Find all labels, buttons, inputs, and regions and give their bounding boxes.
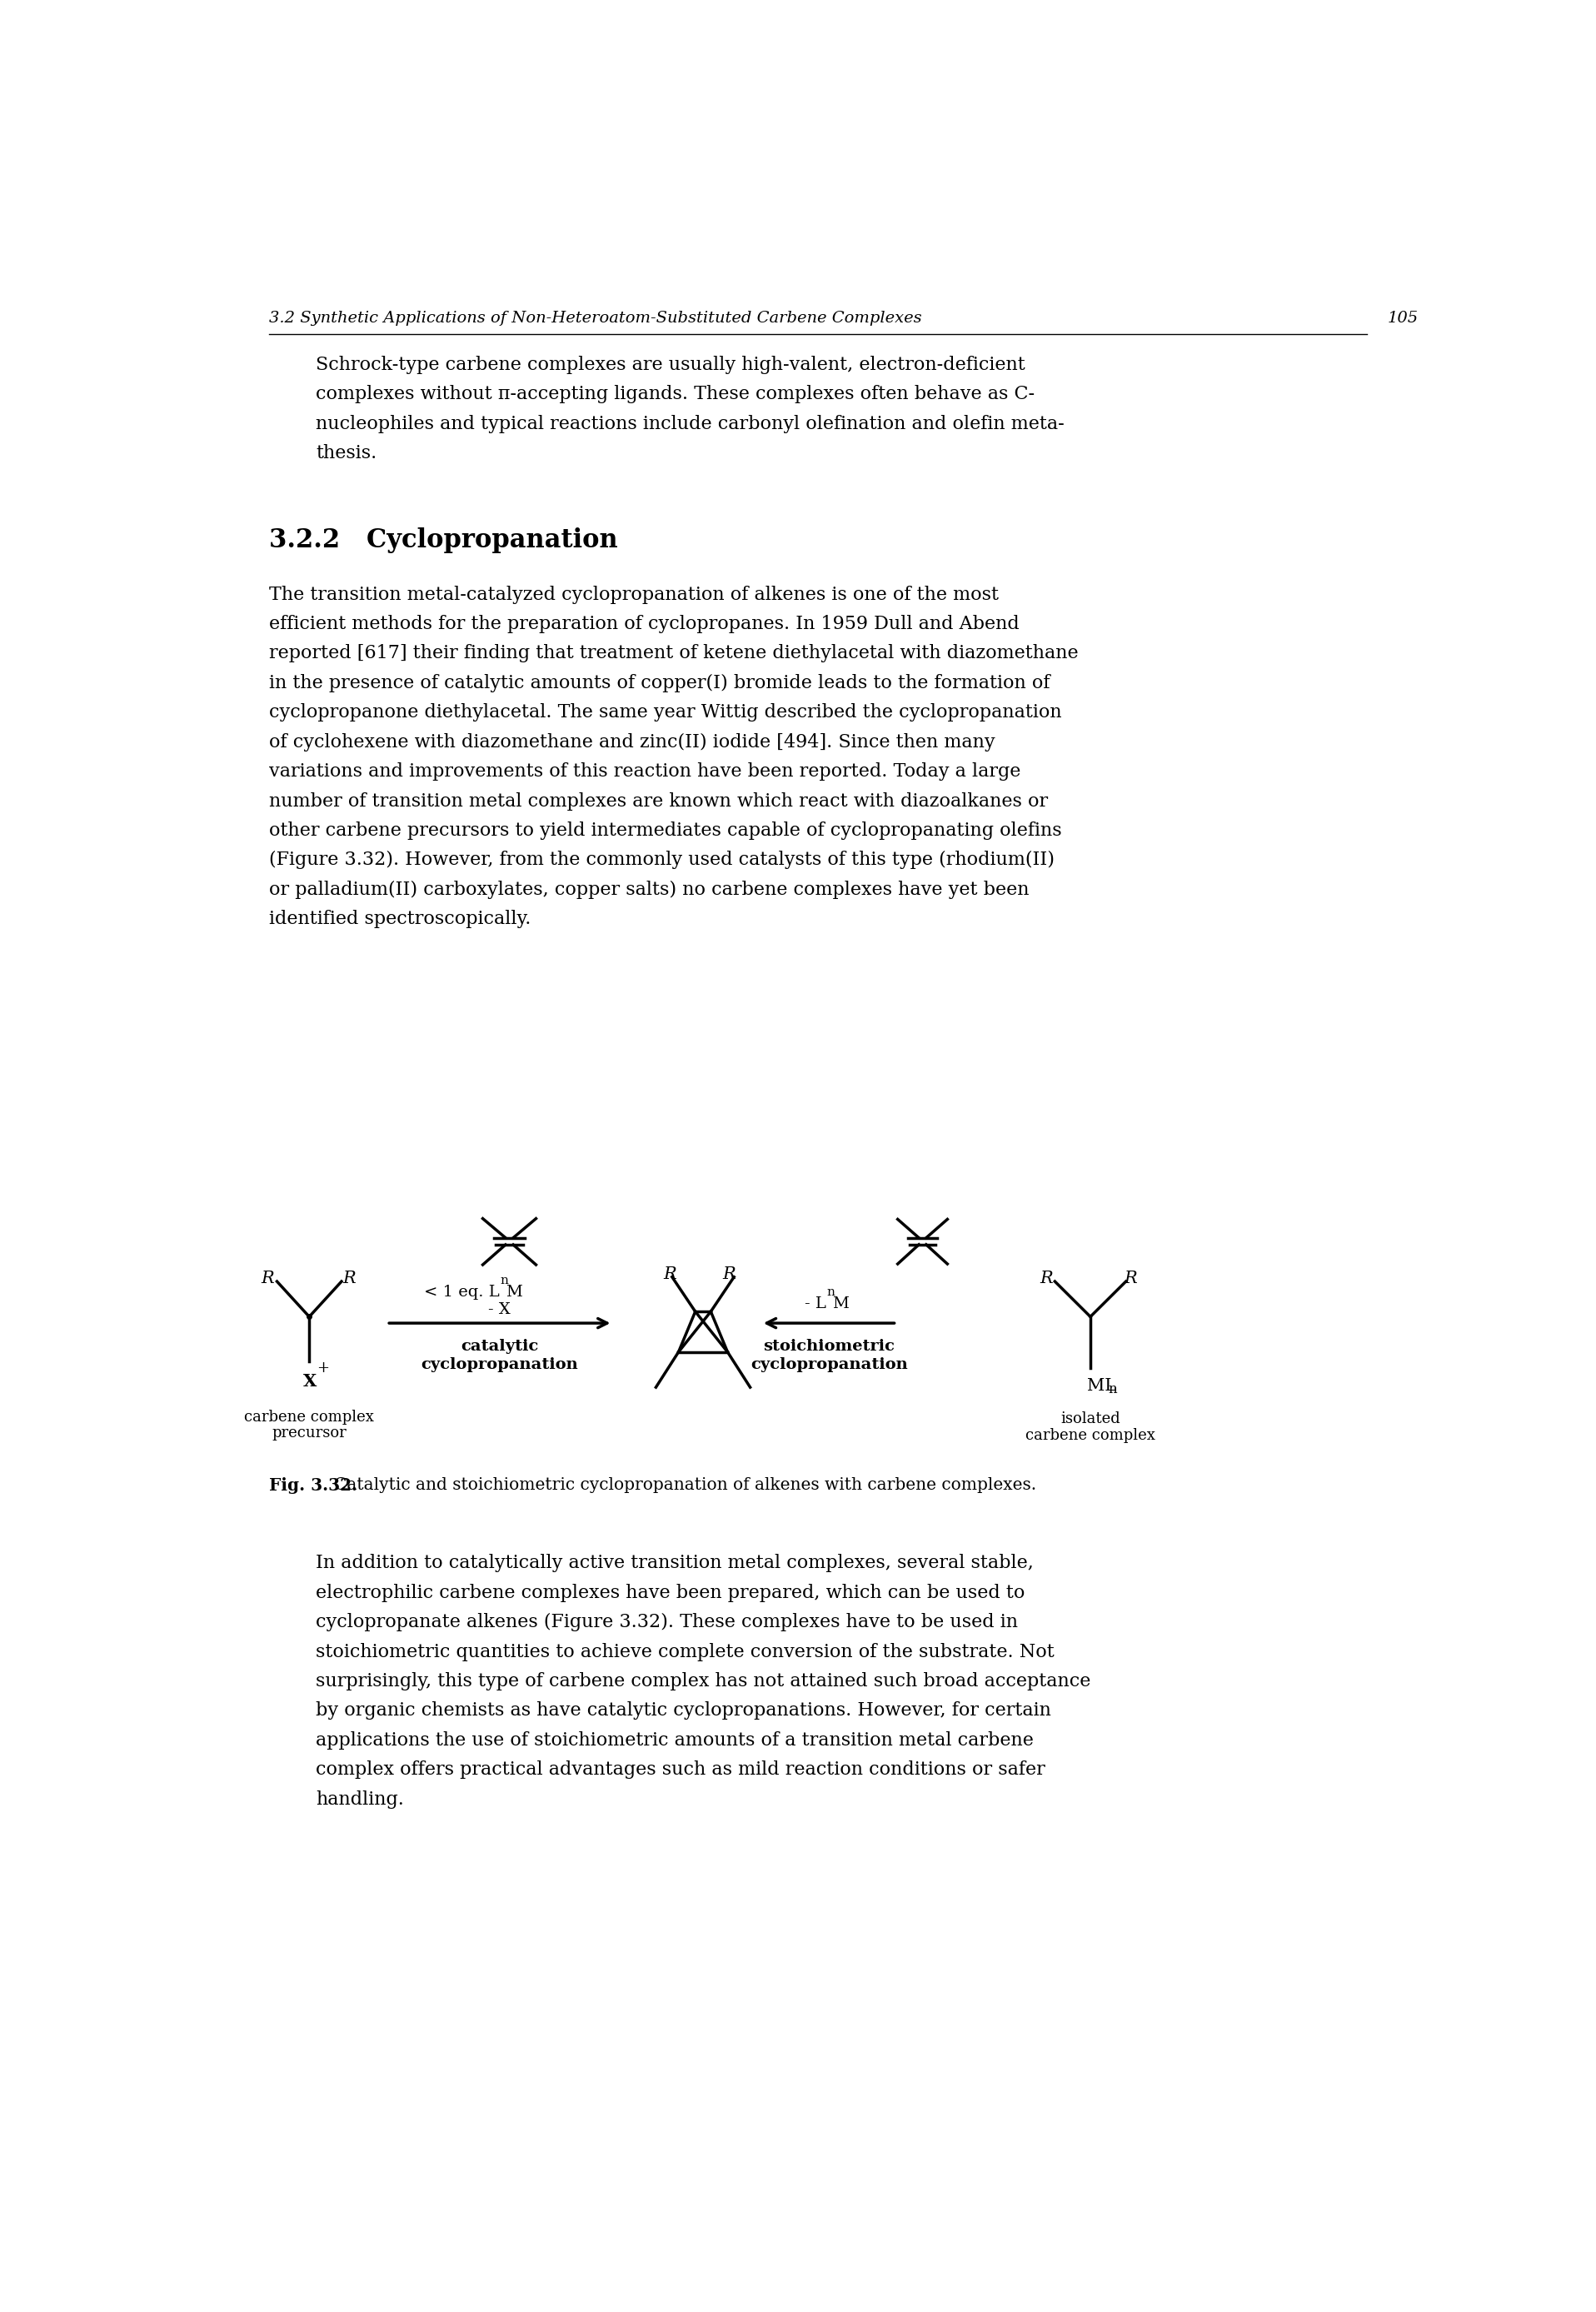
Text: complexes without π-accepting ligands. These complexes often behave as C-: complexes without π-accepting ligands. T… (316, 386, 1034, 405)
Text: or palladium(II) carboxylates, copper salts) no carbene complexes have yet been: or palladium(II) carboxylates, copper sa… (270, 881, 1029, 899)
Text: R: R (662, 1267, 677, 1283)
Text: +: + (318, 1359, 329, 1376)
Text: 105: 105 (1387, 310, 1419, 326)
Text: R: R (260, 1272, 275, 1285)
Text: catalytic: catalytic (461, 1339, 538, 1355)
Text: Catalytic and stoichiometric cyclopropanation of alkenes with carbene complexes.: Catalytic and stoichiometric cyclopropan… (334, 1477, 1036, 1494)
Text: precursor: precursor (271, 1427, 346, 1440)
Text: n: n (1108, 1383, 1117, 1396)
Text: other carbene precursors to yield intermediates capable of cyclopropanating olef: other carbene precursors to yield interm… (270, 821, 1061, 839)
Text: carbene complex: carbene complex (244, 1410, 373, 1424)
Text: The transition metal-catalyzed cyclopropanation of alkenes is one of the most: The transition metal-catalyzed cycloprop… (270, 585, 999, 603)
Text: Schrock-type carbene complexes are usually high-valent, electron-deficient: Schrock-type carbene complexes are usual… (316, 356, 1025, 375)
Text: thesis.: thesis. (316, 444, 377, 462)
Text: R: R (343, 1272, 356, 1285)
Text: in the presence of catalytic amounts of copper(I) bromide leads to the formation: in the presence of catalytic amounts of … (270, 673, 1050, 691)
Text: cyclopropanate alkenes (Figure 3.32). These complexes have to be used in: cyclopropanate alkenes (Figure 3.32). Th… (316, 1614, 1018, 1632)
Text: cyclopropanation: cyclopropanation (750, 1357, 908, 1371)
Text: cyclopropanation: cyclopropanation (421, 1357, 578, 1371)
Text: 3.2 Synthetic Applications of Non-Heteroatom-Substituted Carbene Complexes: 3.2 Synthetic Applications of Non-Hetero… (270, 310, 922, 326)
Text: reported [617] their finding that treatment of ketene diethylacetal with diazome: reported [617] their finding that treatm… (270, 645, 1079, 664)
Text: X: X (303, 1373, 316, 1390)
Text: Fig. 3.32.: Fig. 3.32. (270, 1477, 358, 1494)
Text: M: M (832, 1297, 849, 1311)
Text: stoichiometric: stoichiometric (763, 1339, 895, 1355)
Text: complex offers practical advantages such as mild reaction conditions or safer: complex offers practical advantages such… (316, 1762, 1045, 1778)
Text: number of transition metal complexes are known which react with diazoalkanes or: number of transition metal complexes are… (270, 793, 1049, 809)
Text: n: n (827, 1285, 835, 1297)
Text: cyclopropanone diethylacetal. The same year Wittig described the cyclopropanatio: cyclopropanone diethylacetal. The same y… (270, 703, 1061, 721)
Text: isolated: isolated (1060, 1413, 1120, 1427)
Text: of cyclohexene with diazomethane and zinc(II) iodide [494]. Since then many: of cyclohexene with diazomethane and zin… (270, 733, 996, 751)
Text: identified spectroscopically.: identified spectroscopically. (270, 911, 531, 929)
Text: handling.: handling. (316, 1789, 404, 1808)
Text: nucleophiles and typical reactions include carbonyl olefination and olefin meta-: nucleophiles and typical reactions inclu… (316, 414, 1065, 432)
Text: R: R (723, 1267, 736, 1283)
Text: by organic chemists as have catalytic cyclopropanations. However, for certain: by organic chemists as have catalytic cy… (316, 1702, 1052, 1720)
Text: applications the use of stoichiometric amounts of a transition metal carbene: applications the use of stoichiometric a… (316, 1732, 1034, 1750)
Text: - L: - L (804, 1297, 827, 1311)
Text: - X: - X (488, 1302, 511, 1318)
Text: n: n (500, 1274, 509, 1285)
Text: R: R (1124, 1272, 1136, 1285)
Text: variations and improvements of this reaction have been reported. Today a large: variations and improvements of this reac… (270, 763, 1021, 781)
Text: surprisingly, this type of carbene complex has not attained such broad acceptanc: surprisingly, this type of carbene compl… (316, 1672, 1090, 1690)
Text: M: M (506, 1285, 522, 1299)
Text: ML: ML (1087, 1378, 1117, 1394)
Text: efficient methods for the preparation of cyclopropanes. In 1959 Dull and Abend: efficient methods for the preparation of… (270, 615, 1020, 633)
Text: < 1 eq. L: < 1 eq. L (425, 1285, 500, 1299)
Text: In addition to catalytically active transition metal complexes, several stable,: In addition to catalytically active tran… (316, 1554, 1034, 1572)
Text: stoichiometric quantities to achieve complete conversion of the substrate. Not: stoichiometric quantities to achieve com… (316, 1642, 1055, 1660)
Text: carbene complex: carbene complex (1026, 1429, 1156, 1443)
Text: R: R (1041, 1272, 1053, 1285)
Text: 3.2.2   Cyclopropanation: 3.2.2 Cyclopropanation (270, 527, 618, 553)
Text: electrophilic carbene complexes have been prepared, which can be used to: electrophilic carbene complexes have bee… (316, 1584, 1025, 1602)
Text: (Figure 3.32). However, from the commonly used catalysts of this type (rhodium(I: (Figure 3.32). However, from the commonl… (270, 851, 1055, 869)
